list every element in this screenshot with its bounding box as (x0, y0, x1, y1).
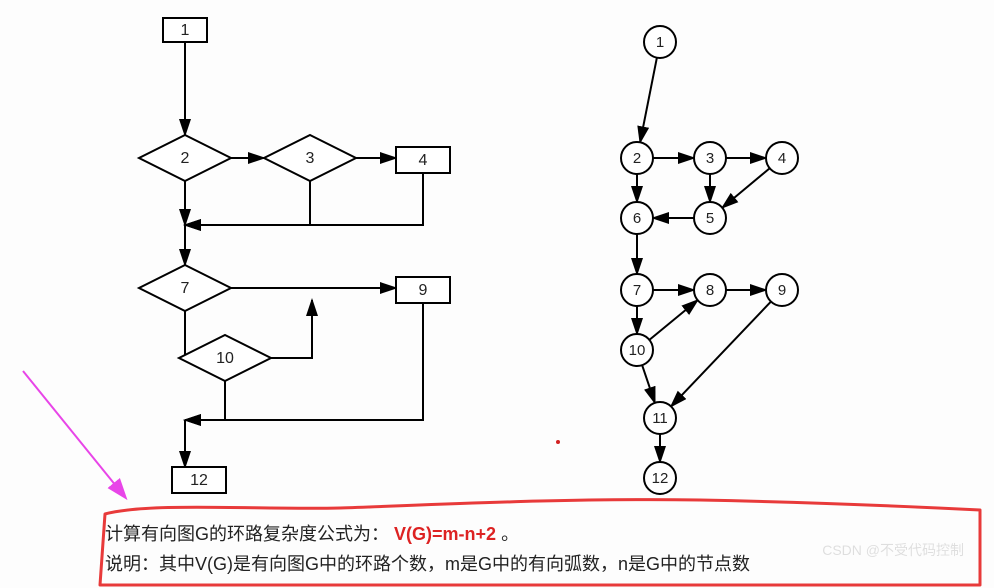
watermark: CSDN @不受代码控制 (822, 540, 964, 560)
formula-prefix: 计算有向图G的环路复杂度公式为： (105, 524, 389, 544)
annotation-overlay (0, 0, 994, 588)
formula-suffix: 。 (501, 524, 519, 544)
diagram-canvas: 1491223710 123456789101112 计算有向图G的环路复杂度公… (0, 0, 994, 588)
formula-equation: V(G)=m-n+2 (394, 524, 496, 544)
